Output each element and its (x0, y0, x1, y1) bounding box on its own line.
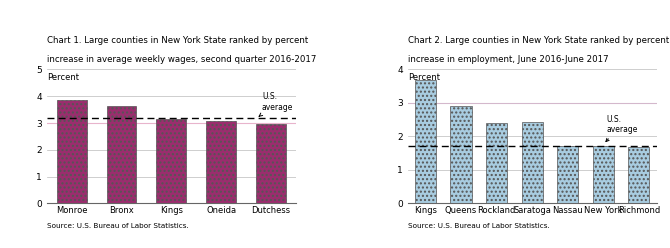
Bar (256, 124, 286, 203)
Bar (521, 122, 543, 203)
Text: Source: U.S. Bureau of Labor Statistics.: Source: U.S. Bureau of Labor Statistics. (47, 223, 189, 229)
Bar (206, 121, 236, 203)
Bar (628, 147, 649, 203)
Text: U.S.
average: U.S. average (606, 115, 637, 142)
Text: increase in average weekly wages, second quarter 2016-2017: increase in average weekly wages, second… (47, 56, 316, 64)
Bar (415, 80, 436, 203)
Text: Chart 2. Large counties in New York State ranked by percent: Chart 2. Large counties in New York Stat… (408, 36, 669, 45)
Bar (450, 106, 472, 203)
Text: increase in employment, June 2016-June 2017: increase in employment, June 2016-June 2… (408, 56, 608, 64)
Text: Chart 1. Large counties in New York State ranked by percent: Chart 1. Large counties in New York Stat… (47, 36, 308, 45)
Bar (156, 119, 186, 203)
Bar (557, 146, 578, 203)
Bar (486, 123, 507, 203)
Text: Percent: Percent (408, 73, 440, 82)
Bar (57, 100, 86, 203)
Bar (107, 106, 137, 203)
Text: Source: U.S. Bureau of Labor Statistics.: Source: U.S. Bureau of Labor Statistics. (408, 223, 549, 229)
Bar (592, 146, 614, 203)
Text: U.S.
average: U.S. average (259, 92, 293, 116)
Text: Percent: Percent (47, 73, 79, 82)
